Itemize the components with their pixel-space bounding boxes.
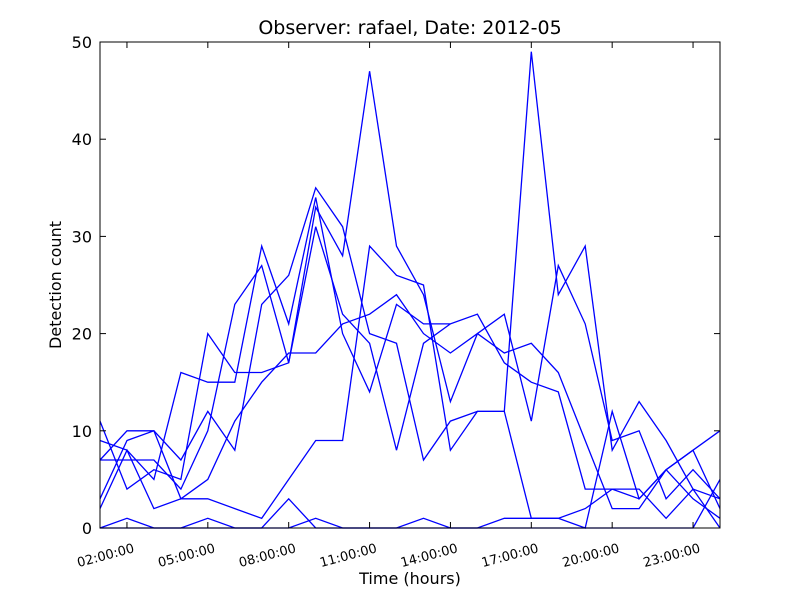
x-tick-label: 17:00:00 xyxy=(480,541,540,571)
series-line-8 xyxy=(100,479,721,529)
plot-lines xyxy=(99,51,721,529)
y-tick-label: 50 xyxy=(72,33,92,52)
y-tick-label: 20 xyxy=(72,325,92,344)
series-line-4 xyxy=(99,488,721,529)
series-line-7 xyxy=(100,226,451,491)
x-axis-label: Time (hours) xyxy=(358,569,461,588)
y-tick-label: 0 xyxy=(82,519,92,538)
y-tick-label: 40 xyxy=(72,130,92,149)
series-line-6 xyxy=(99,197,721,519)
x-tick-label: 08:00:00 xyxy=(237,541,297,571)
y-tick-label: 10 xyxy=(72,422,92,441)
x-tick-label: 11:00:00 xyxy=(318,541,378,571)
chart-title: Observer: rafael, Date: 2012-05 xyxy=(258,17,561,39)
x-tick-label: 02:00:00 xyxy=(76,541,136,571)
series-line-2 xyxy=(99,51,721,500)
series-line-3 xyxy=(99,244,721,529)
series-line-1 xyxy=(99,71,721,500)
plot-frame xyxy=(99,41,721,529)
y-axis: 0 10 20 30 40 50 xyxy=(72,33,720,538)
x-tick-label: 05:00:00 xyxy=(157,541,217,571)
y-axis-label: Detection count xyxy=(46,221,65,349)
x-tick-label: 20:00:00 xyxy=(561,541,621,571)
x-tick-label: 23:00:00 xyxy=(642,541,702,571)
y-tick-label: 30 xyxy=(72,227,92,246)
x-tick-label: 14:00:00 xyxy=(399,541,459,571)
